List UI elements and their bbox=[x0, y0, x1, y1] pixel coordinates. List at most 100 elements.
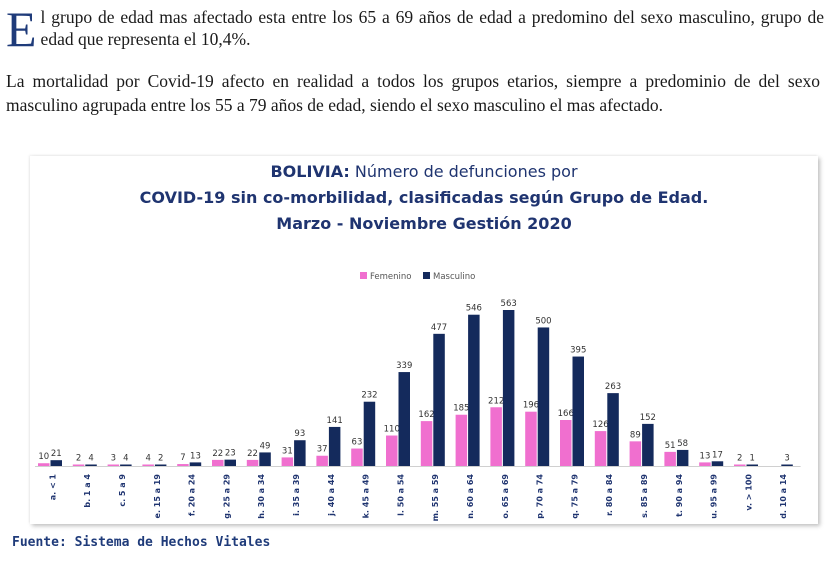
data-label-femenino: 22 bbox=[212, 449, 223, 459]
bar-masculino bbox=[537, 327, 550, 466]
bar-femenino bbox=[734, 464, 746, 466]
legend-swatch-femenino bbox=[360, 272, 367, 279]
bar-femenino bbox=[246, 459, 259, 466]
intro-paragraph-text: l grupo de edad mas afectado esta entre … bbox=[40, 7, 824, 49]
category-tick-label: c. 5 a 9 bbox=[118, 474, 127, 507]
category-tick-label: a. < 1 bbox=[48, 474, 57, 501]
data-label-masculino: 263 bbox=[605, 382, 621, 392]
category-tick-label: g. 25 a 29 bbox=[222, 474, 231, 519]
bar-femenino bbox=[72, 464, 85, 466]
data-label-masculino: 58 bbox=[677, 439, 688, 449]
chart-title: BOLIVIA: Número de defunciones por bbox=[30, 162, 818, 181]
data-label-femenino: 89 bbox=[630, 430, 641, 440]
bar-femenino bbox=[699, 462, 711, 466]
mortality-paragraph: La mortalidad por Covid-19 afecto en rea… bbox=[6, 71, 820, 115]
data-label-masculino: 563 bbox=[501, 299, 517, 309]
data-label-masculino: 141 bbox=[327, 416, 343, 426]
bar-masculino bbox=[363, 401, 376, 466]
bar-femenino bbox=[38, 463, 50, 466]
category-tick-label: j. 40 a 44 bbox=[327, 474, 336, 517]
bar-femenino bbox=[107, 464, 120, 466]
bar-masculino bbox=[224, 459, 236, 466]
data-label-masculino: 2 bbox=[158, 454, 163, 464]
bar-femenino bbox=[420, 421, 433, 466]
category-tick-label: t. 90 a 94 bbox=[675, 474, 684, 517]
data-label-masculino: 395 bbox=[570, 346, 586, 356]
data-label-femenino: 212 bbox=[488, 396, 504, 406]
bar-femenino bbox=[142, 464, 154, 466]
bar-masculino bbox=[50, 460, 62, 466]
chart-container: BOLIVIA: Número de defunciones por COVID… bbox=[30, 156, 818, 524]
bar-femenino bbox=[177, 464, 189, 466]
bar-femenino bbox=[455, 414, 468, 466]
data-label-femenino: 166 bbox=[558, 409, 574, 419]
chart-title-rest: Número de defunciones por bbox=[354, 162, 578, 181]
category-tick-label: n. 60 a 64 bbox=[466, 474, 475, 519]
bar-femenino bbox=[560, 420, 572, 466]
data-label-masculino: 477 bbox=[431, 323, 447, 333]
category-tick-label: d. 10 a 14 bbox=[779, 474, 788, 519]
bar-femenino bbox=[281, 457, 294, 466]
data-label-masculino: 546 bbox=[466, 304, 482, 314]
bar-masculino bbox=[468, 314, 480, 466]
data-label-femenino: 13 bbox=[700, 451, 711, 461]
category-tick-label: q. 75 a 79 bbox=[570, 474, 579, 519]
data-label-masculino: 232 bbox=[361, 391, 377, 401]
category-tick-label: m. 55 a 59 bbox=[431, 474, 440, 522]
data-label-masculino: 13 bbox=[190, 451, 201, 461]
data-label-masculino: 500 bbox=[535, 316, 551, 326]
bar-masculino bbox=[85, 464, 97, 466]
bar-femenino bbox=[316, 455, 328, 466]
data-label-masculino: 93 bbox=[294, 429, 305, 439]
data-label-masculino: 4 bbox=[88, 454, 93, 464]
data-label-femenino: 196 bbox=[523, 401, 539, 411]
data-label-masculino: 1 bbox=[750, 454, 755, 464]
source-note: Fuente: Sistema de Hechos Vitales bbox=[12, 535, 271, 550]
bar-masculino bbox=[154, 464, 167, 466]
data-label-masculino: 152 bbox=[640, 413, 656, 423]
drop-cap: E bbox=[6, 1, 37, 57]
category-tick-label: i. 35 a 39 bbox=[292, 474, 301, 516]
data-label-femenino: 4 bbox=[145, 454, 150, 464]
data-label-femenino: 162 bbox=[418, 410, 434, 420]
bar-masculino bbox=[259, 452, 271, 466]
bar-femenino bbox=[629, 441, 642, 466]
data-label-femenino: 37 bbox=[317, 445, 328, 455]
bar-masculino bbox=[328, 426, 341, 466]
bar-femenino bbox=[212, 459, 224, 466]
data-label-masculino: 49 bbox=[260, 441, 271, 451]
bar-femenino bbox=[351, 448, 363, 466]
category-tick-label: p. 70 a 74 bbox=[536, 474, 545, 519]
data-label-masculino: 23 bbox=[225, 449, 236, 459]
data-label-masculino: 17 bbox=[712, 450, 723, 460]
data-label-femenino: 7 bbox=[180, 453, 185, 463]
data-label-femenino: 63 bbox=[352, 438, 363, 448]
bar-masculino bbox=[502, 310, 515, 466]
legend-label-femenino: Femenino bbox=[370, 272, 412, 282]
data-label-femenino: 51 bbox=[665, 441, 676, 451]
data-label-masculino: 21 bbox=[51, 449, 62, 459]
category-tick-label: e. 15 a 19 bbox=[153, 474, 162, 519]
chart-title-country: BOLIVIA: bbox=[270, 162, 350, 181]
chart-subtitle-period: Marzo - Noviembre Gestión 2020 bbox=[276, 214, 572, 233]
category-tick-label: h. 30 a 34 bbox=[257, 474, 266, 519]
bar-masculino bbox=[746, 464, 758, 466]
data-label-femenino: 3 bbox=[111, 454, 116, 464]
bar-masculino bbox=[642, 423, 654, 466]
bar-femenino bbox=[490, 407, 502, 466]
bar-masculino bbox=[398, 372, 410, 466]
bar-masculino bbox=[607, 393, 619, 466]
bar-femenino bbox=[386, 435, 398, 466]
legend-swatch-masculino bbox=[423, 272, 430, 279]
bar-masculino bbox=[711, 461, 724, 466]
bar-femenino bbox=[594, 431, 607, 466]
bar-masculino bbox=[189, 462, 202, 466]
category-tick-label: v. > 100 bbox=[744, 474, 753, 511]
data-label-femenino: 185 bbox=[453, 404, 469, 414]
bar-femenino bbox=[664, 451, 676, 466]
bar-masculino bbox=[572, 356, 584, 466]
category-tick-label: r. 80 a 84 bbox=[605, 474, 614, 516]
category-tick-label: b. 1 a 4 bbox=[83, 474, 92, 508]
data-label-femenino: 10 bbox=[38, 452, 49, 462]
